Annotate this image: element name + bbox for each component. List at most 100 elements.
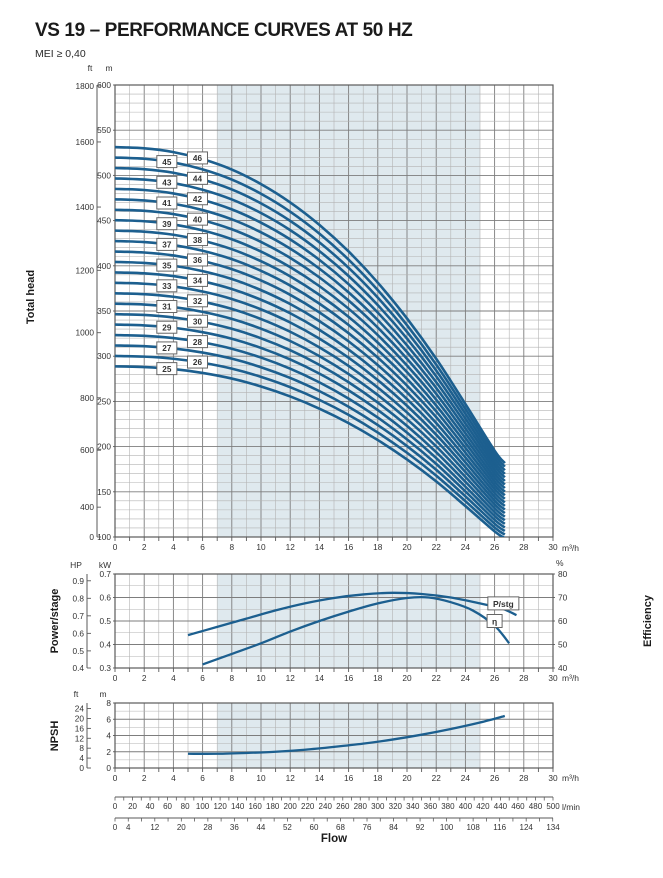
svg-text:22: 22 bbox=[432, 542, 442, 552]
stage-curve-35 bbox=[115, 260, 506, 504]
npsh-flow-unit: m³/h bbox=[562, 773, 579, 783]
svg-text:200: 200 bbox=[97, 442, 111, 452]
stage-curve-31 bbox=[115, 302, 506, 518]
svg-text:600: 600 bbox=[80, 445, 94, 455]
svg-text:6: 6 bbox=[200, 673, 205, 683]
svg-text:124: 124 bbox=[520, 823, 534, 832]
svg-text:36: 36 bbox=[230, 823, 239, 832]
power-flow-unit: m³/h bbox=[562, 673, 579, 683]
svg-text:16: 16 bbox=[344, 773, 354, 783]
svg-text:25: 25 bbox=[162, 365, 172, 374]
stage-curve-38 bbox=[115, 229, 506, 493]
svg-text:30: 30 bbox=[193, 317, 203, 326]
svg-text:360: 360 bbox=[424, 802, 438, 811]
svg-text:45: 45 bbox=[162, 158, 172, 167]
svg-text:24: 24 bbox=[461, 773, 471, 783]
stage-label-box bbox=[156, 155, 178, 169]
svg-text:34: 34 bbox=[193, 277, 203, 286]
svg-text:340: 340 bbox=[406, 802, 420, 811]
svg-text:0: 0 bbox=[113, 823, 118, 832]
svg-text:100: 100 bbox=[196, 802, 210, 811]
svg-text:0.4: 0.4 bbox=[99, 640, 111, 650]
svg-text:0: 0 bbox=[106, 763, 111, 773]
svg-text:33: 33 bbox=[162, 282, 172, 291]
stage-curve-42 bbox=[115, 187, 506, 479]
svg-text:26: 26 bbox=[490, 773, 500, 783]
svg-text:0.5: 0.5 bbox=[99, 616, 111, 626]
stage-label-box bbox=[156, 300, 178, 314]
svg-text:1200: 1200 bbox=[76, 265, 95, 275]
stage-labels: 25 26 27 28 29 30 31 32 33 34 35 36 37 38 39 40 41 42 43 44… bbox=[156, 151, 208, 376]
stage-label-box bbox=[186, 212, 208, 226]
svg-text:80: 80 bbox=[558, 569, 568, 579]
svg-text:400: 400 bbox=[459, 802, 473, 811]
svg-text:0: 0 bbox=[89, 532, 94, 542]
svg-text:28: 28 bbox=[193, 338, 203, 347]
svg-text:1800: 1800 bbox=[76, 81, 95, 91]
svg-text:500: 500 bbox=[97, 170, 111, 180]
stage-curve-43 bbox=[115, 177, 506, 475]
series-label-box bbox=[486, 614, 503, 628]
svg-text:10: 10 bbox=[256, 673, 266, 683]
svg-text:380: 380 bbox=[441, 802, 455, 811]
svg-text:29: 29 bbox=[162, 323, 172, 332]
svg-text:0: 0 bbox=[113, 542, 118, 552]
stage-curve-34 bbox=[115, 271, 506, 507]
svg-text:100: 100 bbox=[440, 823, 454, 832]
svg-text:480: 480 bbox=[529, 802, 543, 811]
svg-text:14: 14 bbox=[315, 542, 325, 552]
svg-text:400: 400 bbox=[97, 261, 111, 271]
svg-text:76: 76 bbox=[363, 823, 372, 832]
stage-label-box bbox=[156, 320, 178, 334]
flow-axis-label: Flow bbox=[320, 833, 348, 845]
svg-text:20: 20 bbox=[75, 713, 85, 723]
svg-text:92: 92 bbox=[416, 823, 425, 832]
svg-text:0.9: 0.9 bbox=[72, 576, 84, 586]
stage-curve-39 bbox=[115, 218, 506, 490]
lmin-unit: l/min bbox=[562, 802, 580, 812]
svg-text:28: 28 bbox=[519, 673, 529, 683]
svg-text:22: 22 bbox=[432, 773, 442, 783]
svg-text:400: 400 bbox=[80, 502, 94, 512]
svg-text:30: 30 bbox=[548, 773, 558, 783]
svg-text:60: 60 bbox=[163, 802, 172, 811]
svg-text:12: 12 bbox=[286, 673, 296, 683]
svg-text:0.5: 0.5 bbox=[72, 646, 84, 656]
stage-label-box bbox=[186, 314, 208, 328]
svg-text:10: 10 bbox=[256, 773, 266, 783]
svg-text:12: 12 bbox=[286, 773, 296, 783]
power-hp-unit: HP bbox=[70, 560, 82, 570]
svg-text:26: 26 bbox=[490, 542, 500, 552]
svg-text:42: 42 bbox=[193, 195, 203, 204]
svg-text:20: 20 bbox=[402, 542, 412, 552]
stage-label-box bbox=[156, 279, 178, 293]
svg-text:30: 30 bbox=[548, 542, 558, 552]
svg-text:320: 320 bbox=[389, 802, 403, 811]
svg-text:550: 550 bbox=[97, 125, 111, 135]
stage-curve-30 bbox=[115, 312, 506, 522]
svg-text:84: 84 bbox=[389, 823, 398, 832]
svg-text:16: 16 bbox=[344, 673, 354, 683]
stage-label-box bbox=[186, 151, 208, 165]
stage-label-box bbox=[156, 237, 178, 251]
svg-text:4: 4 bbox=[126, 823, 131, 832]
svg-text:60: 60 bbox=[558, 616, 568, 626]
svg-text:16: 16 bbox=[75, 723, 85, 733]
svg-text:0: 0 bbox=[113, 802, 118, 811]
svg-text:460: 460 bbox=[511, 802, 525, 811]
svg-text:0.8: 0.8 bbox=[72, 593, 84, 603]
power-kw-unit: kW bbox=[98, 560, 112, 570]
svg-text:28: 28 bbox=[519, 542, 529, 552]
svg-text:8: 8 bbox=[229, 773, 234, 783]
svg-text:20: 20 bbox=[402, 773, 412, 783]
svg-text:300: 300 bbox=[97, 351, 111, 361]
svg-text:50: 50 bbox=[558, 640, 568, 650]
svg-text:68: 68 bbox=[336, 823, 345, 832]
stage-curve-25 bbox=[115, 365, 506, 537]
svg-text:24: 24 bbox=[461, 542, 471, 552]
svg-text:24: 24 bbox=[75, 704, 85, 714]
flow-scales: 0 20 40 60 80 100 120 140 160 180 200 220 240 260 280 3… bbox=[113, 796, 560, 832]
svg-text:350: 350 bbox=[97, 306, 111, 316]
svg-text:0.3: 0.3 bbox=[99, 663, 111, 673]
svg-text:31: 31 bbox=[162, 303, 172, 312]
